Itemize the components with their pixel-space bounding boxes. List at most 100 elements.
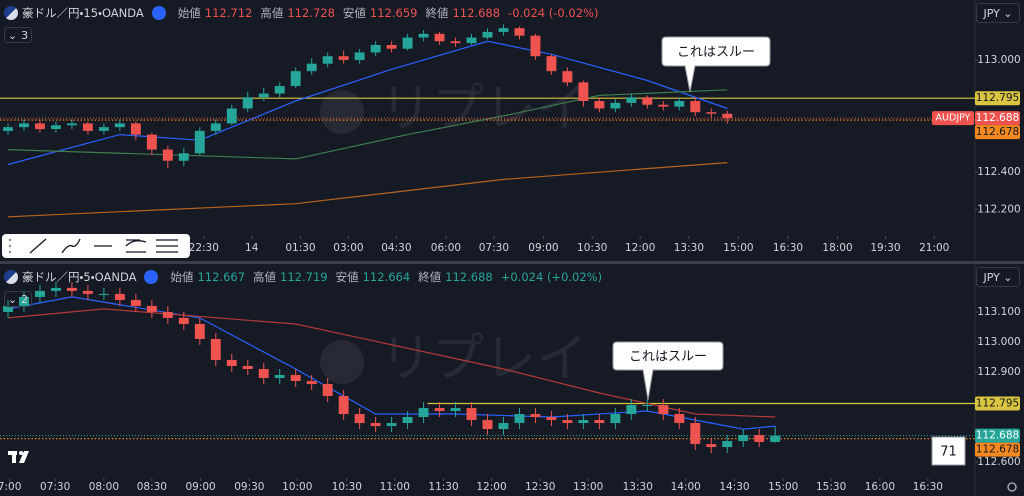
- ohlc-value: 112.688: [445, 270, 493, 284]
- candle-body: [530, 35, 541, 57]
- candle-body: [722, 113, 733, 119]
- candle-body: [450, 41, 461, 44]
- lines-tool[interactable]: [156, 239, 178, 253]
- x-tick-label: 14:30: [719, 481, 749, 493]
- x-tick-label: 09:00: [185, 481, 215, 493]
- candle-body: [530, 414, 541, 418]
- fib-tool[interactable]: [125, 239, 147, 253]
- x-tick-label: 12:00: [625, 242, 655, 254]
- symbol-tag: [932, 111, 974, 126]
- callout-text: これはスルー: [677, 45, 755, 60]
- candle-body: [370, 423, 381, 427]
- currency: JPY: [983, 270, 1000, 284]
- watermark-icon: [320, 90, 364, 134]
- price-tag-label: 112.678: [976, 126, 1019, 138]
- candle-body: [35, 123, 45, 130]
- trend-line-tool[interactable]: [29, 238, 47, 254]
- replay-icon[interactable]: [144, 270, 159, 284]
- toolbar-grip: [8, 238, 12, 242]
- price-tag: [975, 91, 1020, 106]
- path-tool[interactable]: [61, 238, 81, 254]
- candle-body: [674, 414, 685, 424]
- candle-body: [610, 102, 621, 109]
- candle-body: [578, 420, 589, 424]
- x-tick-label: 12:30: [525, 481, 555, 493]
- x-tick-label: 03:00: [333, 242, 363, 254]
- candle-body: [35, 290, 45, 297]
- x-tick-label: 18:00: [822, 242, 852, 254]
- indicator-toggle[interactable]: ⌄ 2: [4, 291, 32, 307]
- indicator-count: 2: [21, 292, 29, 306]
- candle-body: [82, 123, 93, 131]
- candle-body: [546, 417, 557, 421]
- ohlc-value: 112.728: [287, 6, 335, 20]
- candle-body: [722, 441, 733, 448]
- y-tick-label: 113.000: [977, 336, 1020, 348]
- x-tick-label: 08:00: [89, 481, 119, 493]
- y-tick-label: 113.100: [977, 306, 1020, 318]
- ohlc-label: 高値: [253, 270, 277, 284]
- currency-select[interactable]: JPY ⌄: [976, 3, 1020, 23]
- x-tick-label: 11:00: [380, 481, 410, 493]
- candle-body: [338, 396, 349, 415]
- x-tick-label: 08:30: [137, 481, 167, 493]
- currency-select[interactable]: JPY ⌄: [976, 267, 1020, 287]
- x-tick-label: 10:30: [332, 481, 362, 493]
- x-tick-label: 14: [245, 242, 259, 254]
- ma-line: [7, 162, 728, 218]
- x-tick-label: 16:30: [913, 481, 943, 493]
- candle-body: [690, 423, 701, 445]
- candle-body: [50, 125, 61, 130]
- candle-body: [50, 287, 61, 291]
- callout: [612, 341, 724, 401]
- candle-body: [578, 82, 589, 102]
- ohlc-label: 終値: [425, 6, 449, 20]
- candle-body: [706, 444, 717, 448]
- candle-body: [242, 97, 253, 109]
- replay-icon[interactable]: [151, 6, 166, 20]
- candle-body: [226, 108, 237, 124]
- candle-body: [386, 423, 397, 427]
- pane-separator: [0, 261, 1024, 264]
- ma-line: [7, 308, 776, 418]
- x-tick-label: 16:00: [865, 481, 895, 493]
- change: +0.024 (+0.02%): [500, 270, 603, 284]
- candle-body: [482, 31, 493, 38]
- candle-body: [482, 420, 493, 430]
- symbol-flag: [4, 270, 18, 284]
- candle-body: [322, 384, 333, 397]
- candle-body: [114, 293, 125, 300]
- candle-body: [658, 104, 669, 107]
- counter-badge: [931, 436, 966, 466]
- candle-body: [82, 290, 93, 294]
- x-tick-label: 16:30: [773, 242, 803, 254]
- x-tick-label: 11:30: [428, 481, 458, 493]
- header: 豪ドル／円・5・OANDA 始値 112.667 高値 112.719 安値 112.…: [4, 268, 602, 286]
- candle-body: [690, 101, 701, 113]
- ohlc-label: 終値: [418, 270, 442, 284]
- x-tick-label: 09:30: [234, 481, 264, 493]
- ohlc-label: 始値: [170, 270, 194, 284]
- x-tick-label: 10:00: [282, 481, 312, 493]
- ohlc-value: 112.667: [197, 270, 246, 284]
- drawing-toolbar: [2, 234, 190, 258]
- price-tag: [975, 111, 1020, 126]
- ma-line: [7, 89, 728, 160]
- ohlc-label: 安値: [335, 270, 359, 284]
- x-tick-label: 15:30: [816, 481, 846, 493]
- logo-part: [12, 451, 16, 463]
- indicator-toggle[interactable]: ⌄ 3: [4, 27, 32, 43]
- x-tick-label: 19:30: [870, 242, 900, 254]
- currency: JPY: [983, 6, 1000, 20]
- y-tick-label: 113.000: [977, 54, 1020, 66]
- candle-body: [226, 359, 237, 366]
- x-tick-label: 07:30: [479, 242, 509, 254]
- price-tag-label: 112.795: [976, 92, 1019, 104]
- candle-body: [130, 123, 141, 135]
- candle-body: [466, 37, 477, 44]
- x-tick-label: 12:00: [476, 481, 506, 493]
- settings-icon[interactable]: [1007, 482, 1017, 492]
- y-tick-label: 112.400: [977, 166, 1020, 178]
- x-tick-label: 01:30: [285, 242, 315, 254]
- x-tick-label: 7:00: [0, 481, 21, 493]
